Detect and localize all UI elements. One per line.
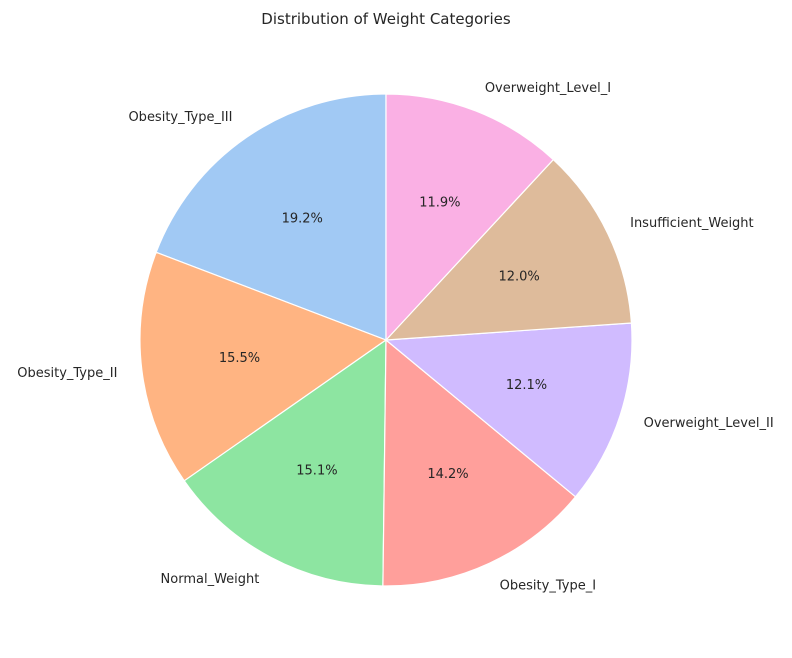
slice-percentage: 12.1% (506, 378, 547, 393)
pie-slice-normal-weight (183, 338, 387, 587)
pie-slice-obesity-type-iii (155, 93, 387, 341)
slice-label: Overweight_Level_I (485, 81, 611, 96)
pie-slice-obesity-type-ii (139, 251, 388, 482)
pie-slice-obesity-type-i (382, 338, 577, 587)
slice-label: Obesity_Type_II (17, 366, 117, 381)
slice-percentage: 12.0% (498, 269, 539, 284)
pie-slice-insufficient-weight (384, 158, 633, 341)
slice-label: Obesity_Type_III (128, 110, 232, 125)
slice-label: Normal_Weight (161, 572, 260, 587)
pie-slice-overweight-level-i (385, 93, 555, 342)
slice-percentage: 14.2% (427, 467, 468, 482)
slice-percentage: 15.5% (219, 351, 260, 366)
slice-percentage: 15.1% (296, 463, 337, 478)
pie-labels: Obesity_Type_III 19.2% Obesity_Type_II 15.5… (17, 81, 773, 593)
slice-percentage: 19.2% (282, 211, 323, 226)
slice-label: Overweight_Level_II (644, 416, 774, 431)
slice-percentage: 11.9% (419, 196, 460, 211)
chart-title: Distribution of Weight Categories (261, 10, 511, 28)
pie-slice-overweight-level-ii (384, 322, 633, 498)
pie-slices (139, 93, 633, 587)
slice-label: Insufficient_Weight (630, 216, 754, 231)
slice-label: Obesity_Type_I (500, 579, 596, 594)
